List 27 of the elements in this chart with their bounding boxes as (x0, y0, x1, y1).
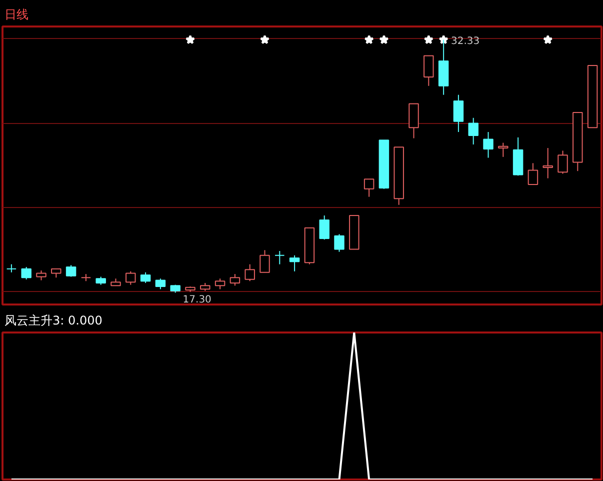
candlestick (542, 148, 553, 179)
candlestick (334, 234, 344, 252)
candlestick (260, 250, 270, 273)
chart-title: 风云主升3: 0.000 (4, 314, 102, 328)
candlestick (126, 270, 136, 286)
candlestick (155, 278, 166, 290)
candlestick (230, 274, 240, 286)
candlestick (364, 178, 374, 198)
annotation: 32.33 (451, 36, 480, 47)
candlestick (424, 55, 434, 86)
candlestick (319, 214, 330, 240)
candlestick (408, 103, 419, 139)
candlestick (453, 94, 464, 133)
annotation: 17.30 (182, 294, 212, 306)
candlestick (558, 150, 568, 174)
candlestick (244, 264, 255, 282)
candlestick (483, 132, 494, 158)
candlestick (140, 272, 151, 284)
candlestick (274, 250, 285, 265)
candlestick (289, 254, 300, 272)
candlestick (528, 162, 538, 186)
candlestick (214, 278, 226, 290)
candlestick (21, 266, 32, 280)
candlestick (36, 270, 46, 281)
chart-title: 日线 (4, 8, 28, 22)
candlestick (468, 117, 478, 145)
candlestick (498, 142, 508, 158)
